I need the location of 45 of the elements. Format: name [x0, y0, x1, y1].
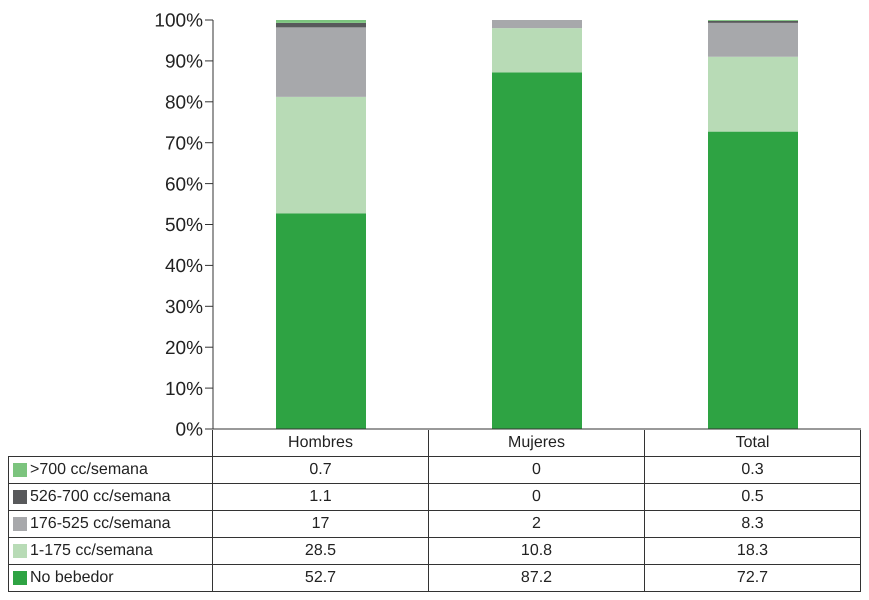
data-label: 18.3: [645, 538, 861, 565]
data-label: 87.2: [429, 565, 645, 592]
y-tick-label: 80%: [164, 92, 204, 114]
bar: [708, 56, 798, 132]
y-tick-label: 70%: [164, 133, 204, 154]
bar: [492, 20, 582, 28]
bar: [276, 22, 366, 28]
legend-label: >700 cc/semana: [30, 461, 148, 479]
data-label: 1.1: [213, 484, 429, 511]
x-tick-label: Mujeres: [429, 430, 645, 457]
data-label: 28.5: [213, 538, 429, 565]
data-label: 72.7: [645, 565, 861, 592]
y-tick-label: 100%: [154, 10, 204, 32]
data-label: 2: [429, 511, 645, 538]
bar: [708, 132, 798, 429]
y-tick-label: 0%: [176, 420, 204, 441]
x-tick-label: Hombres: [213, 430, 429, 457]
data-label: 0.3: [645, 457, 861, 484]
legend-label: 1-175 cc/semana: [30, 542, 153, 560]
bar: [276, 96, 366, 214]
y-tick-label: 50%: [164, 215, 204, 236]
y-tick-label: 20%: [164, 338, 204, 359]
legend-label: 176-525 cc/semana: [30, 515, 171, 533]
bar: [492, 28, 582, 72]
y-tick-label: 40%: [164, 256, 204, 278]
bar: [492, 72, 582, 429]
data-label: 52.7: [213, 565, 429, 592]
data-label: 10.8: [429, 538, 645, 565]
data-label: 8.3: [645, 511, 861, 538]
bar: [276, 213, 366, 429]
data-label: 0.5: [645, 484, 861, 511]
data-label: 17: [213, 511, 429, 538]
y-tick-label: 10%: [164, 378, 204, 400]
legend-label: No bebedor: [30, 569, 114, 587]
bar: [276, 27, 366, 97]
data-label: 0.7: [213, 457, 429, 484]
y-tick-label: 90%: [164, 52, 204, 73]
x-tick-label: Total: [645, 430, 861, 457]
y-tick-label: 30%: [164, 297, 204, 318]
legend-label: 526-700 cc/semana: [30, 488, 171, 506]
bar: [276, 20, 366, 23]
bar: [708, 22, 798, 57]
data-label: 0: [429, 457, 645, 484]
data-label: 0: [429, 484, 645, 511]
y-tick-label: 60%: [164, 174, 204, 196]
